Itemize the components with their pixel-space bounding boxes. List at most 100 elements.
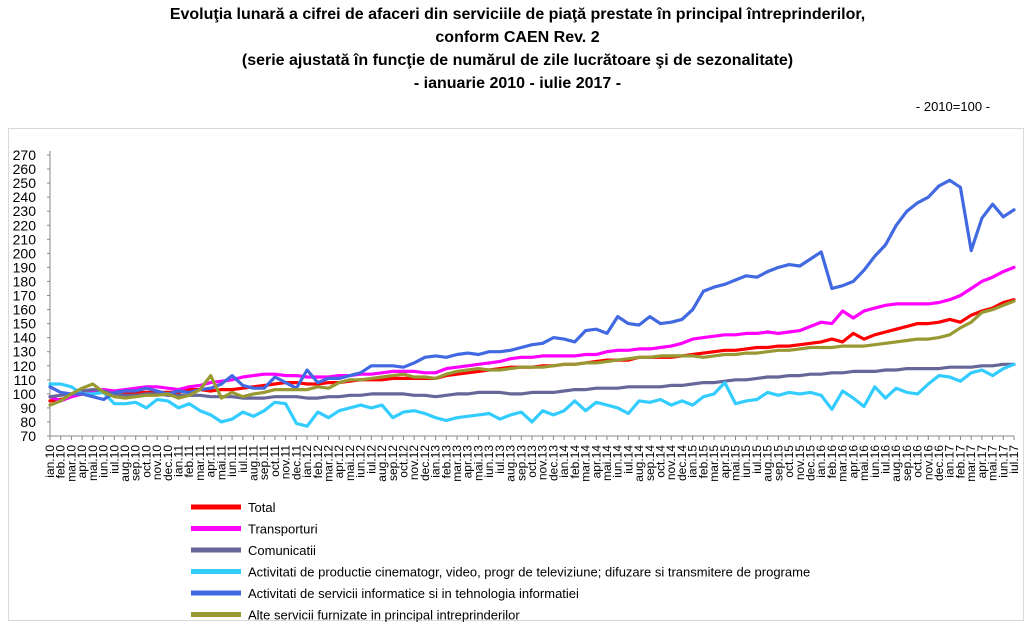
x-tick-label: mai.15 — [729, 445, 743, 481]
x-tick-label: nov.11 — [279, 445, 293, 480]
legend-label-1: Total — [248, 500, 276, 515]
x-tick-label: mai.10 — [86, 445, 100, 481]
y-tick-label: 170 — [13, 288, 37, 304]
x-tick-label: feb.14 — [568, 445, 582, 479]
x-tick-label: mar.13 — [450, 445, 464, 482]
x-tick-label: apr.12 — [332, 445, 346, 479]
x-tick-label: feb.16 — [825, 445, 839, 479]
x-tick-label: apr.14 — [589, 445, 603, 479]
x-tick-label: aug.11 — [247, 445, 261, 481]
x-tick-label: apr.16 — [846, 445, 860, 479]
series-line-5 — [48, 178, 1016, 402]
x-tick-label: sep.16 — [900, 445, 914, 481]
y-tick-label: 150 — [13, 316, 37, 332]
series-line-2 — [48, 265, 1016, 403]
y-tick-label: 100 — [13, 386, 37, 402]
x-tick-label: mai.16 — [857, 445, 871, 481]
x-tick-label: sep.13 — [514, 445, 528, 481]
base-note: - 2010=100 - — [915, 99, 990, 114]
x-tick-label: iul.16 — [878, 445, 892, 474]
x-tick-label: apr.15 — [718, 445, 732, 479]
series-line-6 — [48, 299, 1016, 407]
x-tick-label: mar.14 — [579, 445, 593, 482]
x-tick-label: oct.10 — [139, 445, 153, 478]
y-tick-label: 190 — [13, 259, 37, 275]
x-tick-label: oct.11 — [268, 445, 282, 477]
y-tick-label: 120 — [13, 358, 37, 374]
chart-title-line4: - ianuarie 2010 - iulie 2017 - — [413, 75, 622, 92]
x-tick-label: oct.15 — [782, 445, 796, 478]
x-tick-label: mai.13 — [471, 445, 485, 481]
x-tick-label: mar.10 — [64, 445, 78, 482]
x-tick-label: aug.12 — [375, 445, 389, 482]
chart-area — [8, 128, 1024, 621]
x-tick-label: iun.10 — [97, 445, 111, 478]
y-tick-label: 210 — [13, 231, 37, 247]
x-tick-label: feb.15 — [696, 445, 710, 479]
x-tick-label: mai.14 — [600, 445, 614, 481]
x-tick-label: nov.16 — [921, 445, 935, 480]
x-tick-label: mar.16 — [836, 445, 850, 482]
x-tick-label: feb.10 — [54, 445, 68, 479]
x-tick-label: dec.12 — [418, 445, 432, 481]
y-tick-label: 180 — [13, 273, 37, 289]
legend-label-3: Comunicatii — [248, 543, 316, 558]
x-tick-label: aug.10 — [118, 445, 132, 482]
legend-label-6: Alte servicii furnizate in principal int… — [248, 608, 520, 623]
y-tick-label: 240 — [13, 189, 37, 205]
x-tick-label: mar.12 — [321, 445, 335, 482]
x-tick-label: aug.13 — [504, 445, 518, 482]
y-tick-label: 220 — [13, 217, 37, 233]
x-tick-label: nov.12 — [407, 445, 421, 480]
x-tick-label: nov.15 — [793, 445, 807, 480]
x-tick-label: ian.17 — [943, 445, 957, 478]
x-tick-label: iun.15 — [739, 445, 753, 478]
x-tick-label: nov.14 — [664, 445, 678, 480]
x-tick-label: oct.12 — [396, 445, 410, 478]
x-tick-label: iun.11 — [225, 445, 239, 477]
x-tick-label: iun.16 — [868, 445, 882, 478]
x-tick-label: ian.14 — [557, 445, 571, 478]
x-tick-label: iul.17 — [1007, 445, 1021, 474]
x-tick-label: oct.16 — [911, 445, 925, 478]
x-tick-label: ian.10 — [43, 445, 57, 478]
x-tick-label: iul.15 — [750, 445, 764, 474]
x-tick-label: iul.14 — [621, 445, 635, 474]
legend-label-2: Transporturi — [248, 522, 318, 537]
y-tick-label: 260 — [13, 161, 37, 177]
x-tick-label: apr.13 — [461, 445, 475, 479]
x-tick-label: sep.12 — [386, 445, 400, 481]
x-tick-label: apr.17 — [975, 445, 989, 479]
x-tick-label: aug.16 — [889, 445, 903, 482]
x-tick-label: feb.13 — [439, 445, 453, 479]
x-tick-label: aug.14 — [632, 445, 646, 482]
x-tick-label: iul.11 — [236, 445, 250, 473]
x-tick-label: oct.13 — [525, 445, 539, 478]
x-tick-label: nov.10 — [150, 445, 164, 480]
x-tick-label: apr.10 — [75, 445, 89, 479]
x-tick-label: mai.11 — [214, 445, 228, 480]
x-tick-label: sep.15 — [771, 445, 785, 481]
x-tick-label: sep.14 — [643, 445, 657, 481]
x-tick-label: dec.13 — [546, 445, 560, 481]
y-tick-label: 200 — [13, 245, 37, 261]
x-tick-label: dec.10 — [161, 445, 175, 481]
x-tick-label: dec.11 — [289, 445, 303, 480]
y-tick-label: 110 — [14, 372, 37, 388]
x-tick-label: mar.15 — [707, 445, 721, 482]
y-tick-label: 80 — [20, 414, 36, 430]
chart-title-line1: Evoluţia lunară a cifrei de afaceri din … — [169, 6, 866, 23]
y-tick-label: 250 — [13, 175, 37, 191]
x-tick-label: feb.17 — [953, 445, 967, 479]
x-tick-label: dec.16 — [932, 445, 946, 481]
x-tick-label: sep.11 — [257, 445, 271, 480]
x-tick-label: ian.13 — [429, 445, 443, 478]
x-tick-label: mar.11 — [193, 445, 207, 481]
legend-label-5: Activitati de servicii informatice si in… — [248, 586, 579, 601]
x-tick-label: aug.15 — [761, 445, 775, 482]
x-tick-label: nov.13 — [536, 445, 550, 480]
chart-title-line3: (serie ajustată în funcţie de numărul de… — [241, 52, 794, 69]
x-tick-label: ian.12 — [300, 445, 314, 478]
series-line-3 — [48, 362, 1016, 400]
